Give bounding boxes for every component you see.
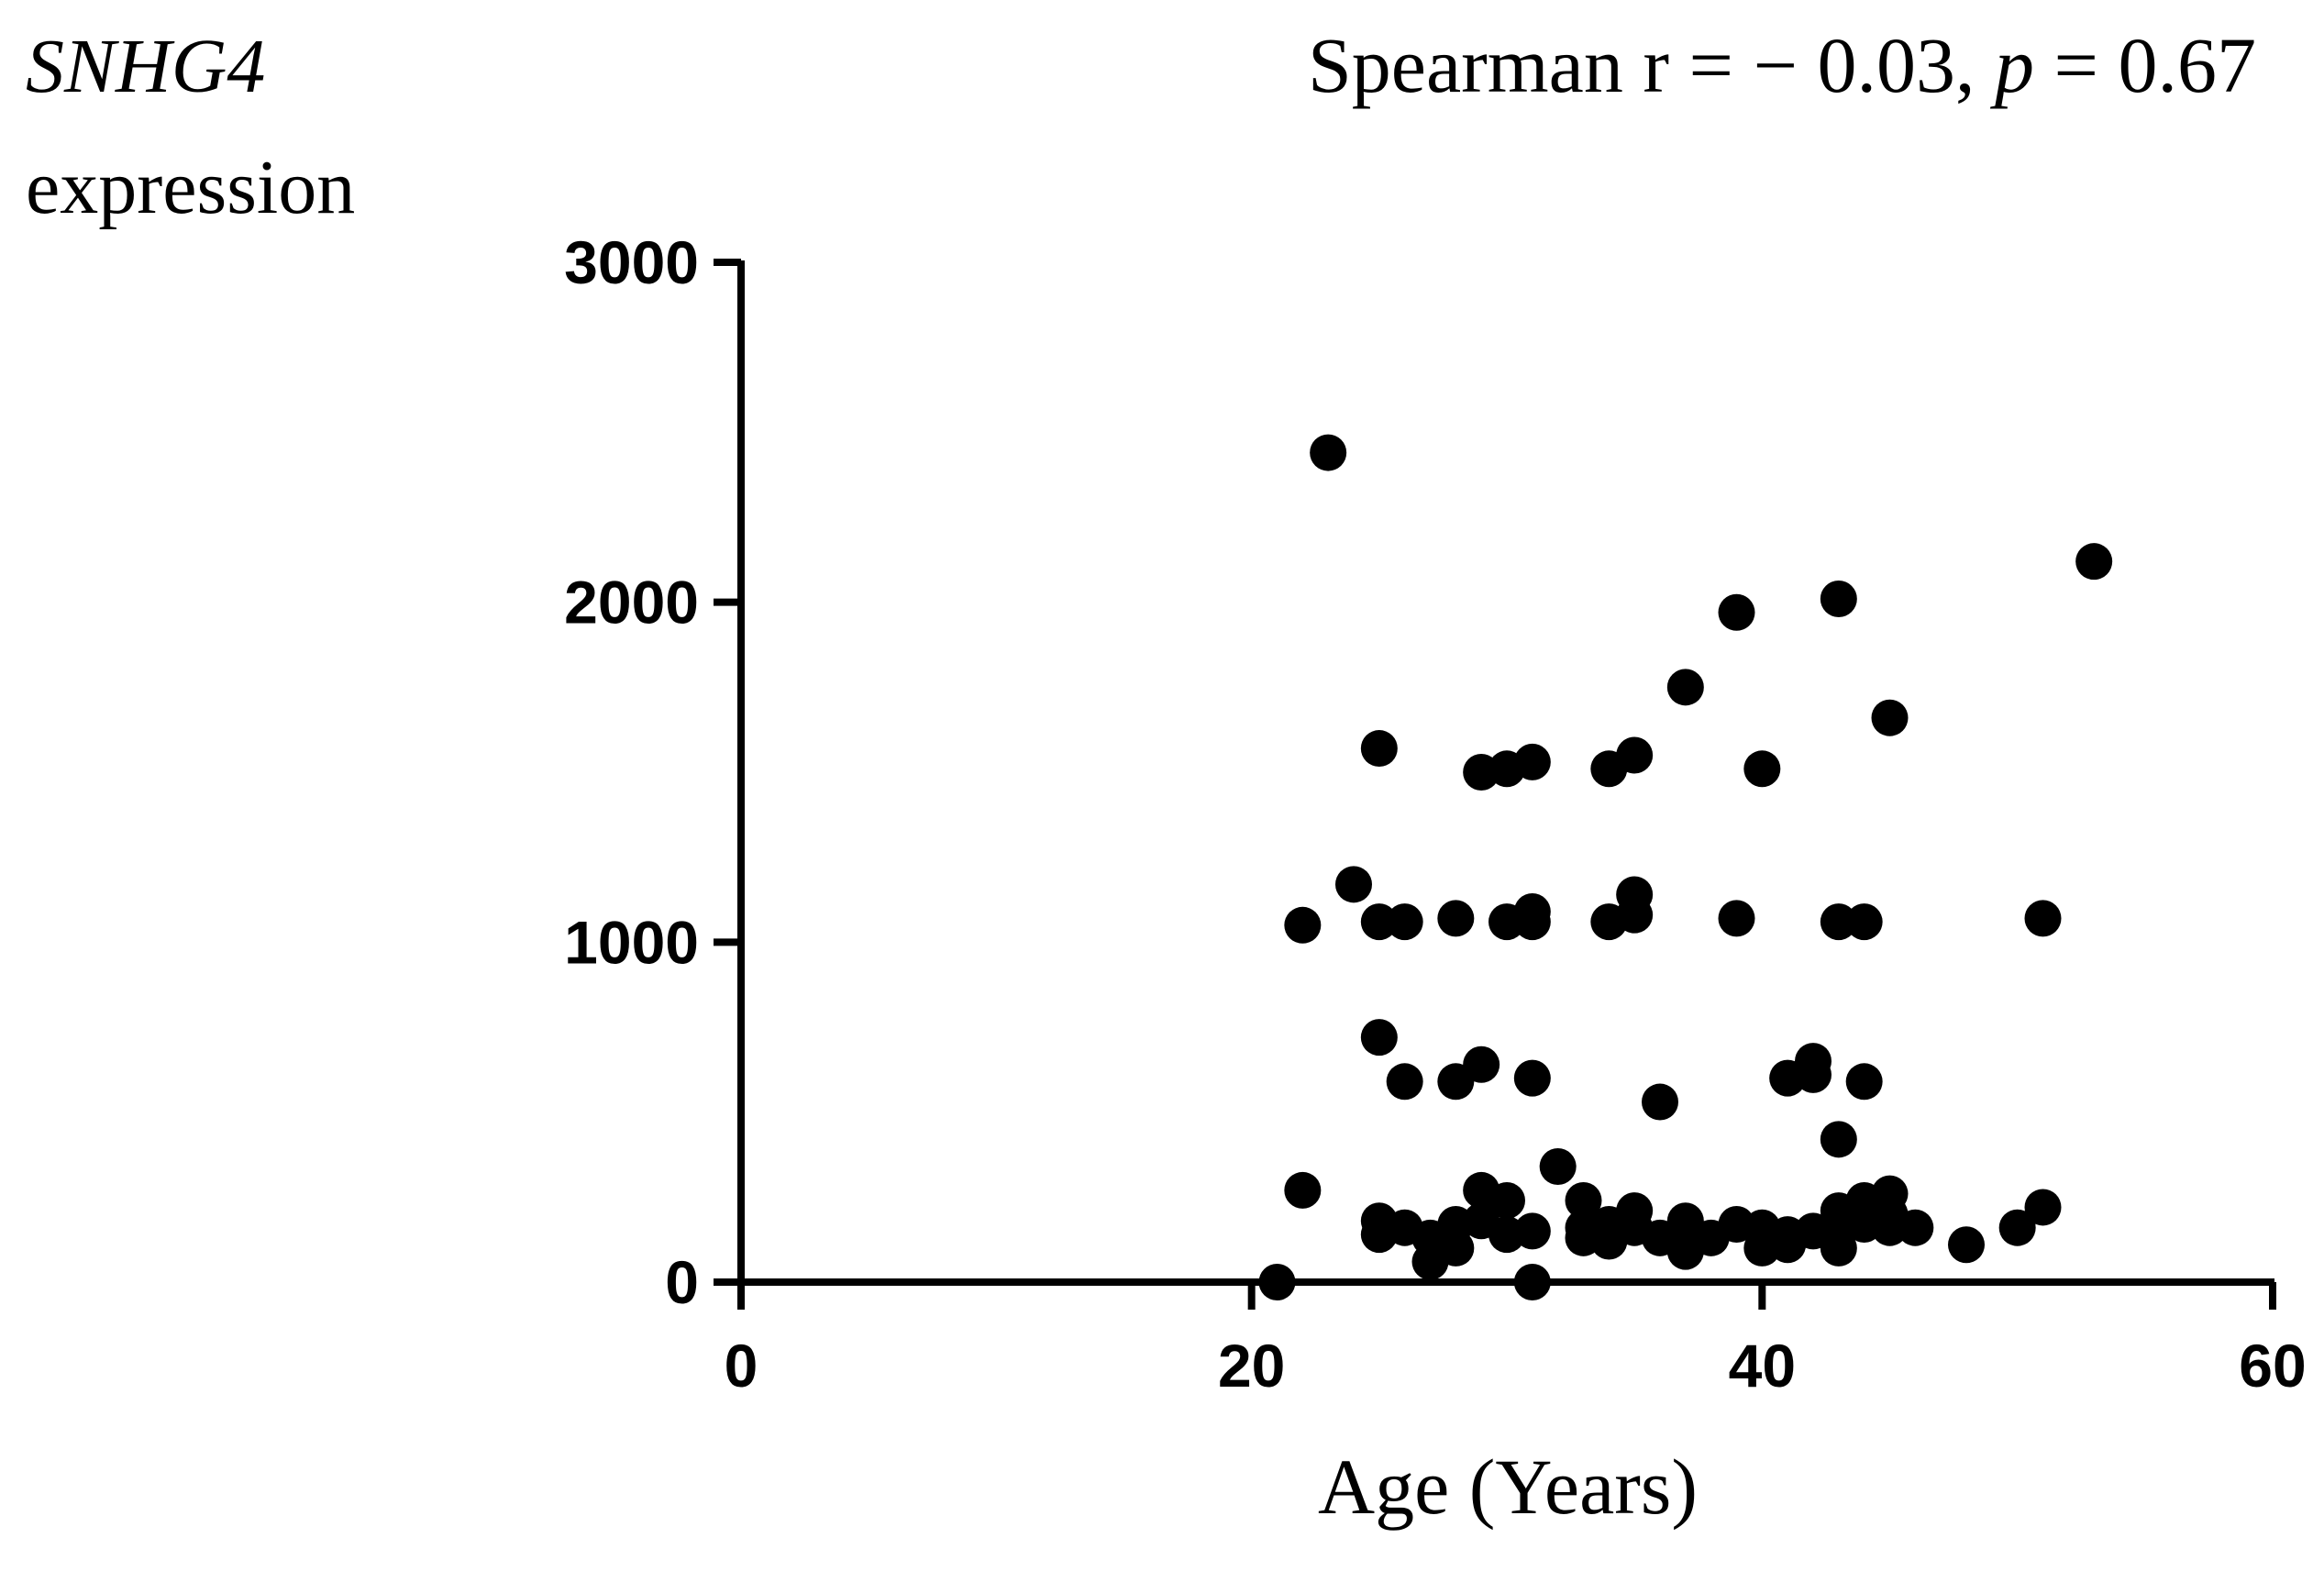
data-point-81 (1998, 1209, 2036, 1246)
data-point-63 (1795, 1056, 1832, 1093)
data-point-54 (1718, 900, 1755, 937)
data-point-2 (1284, 1171, 1322, 1209)
x-tick-label: 60 (2239, 1332, 2306, 1399)
data-point-83 (2024, 1189, 2062, 1226)
data-point-6 (1360, 903, 1398, 941)
data-point-66 (1820, 903, 1857, 941)
data-point-84 (2075, 543, 2113, 581)
annotation-p-label: p (1989, 21, 2034, 109)
data-point-80 (1948, 1226, 1985, 1264)
y-tick-label: 3000 (564, 228, 699, 296)
data-point-20 (1463, 1045, 1500, 1083)
data-point-15 (1437, 900, 1475, 937)
x-tick-label: 20 (1218, 1332, 1285, 1399)
data-points (1258, 434, 2113, 1300)
y-tick-label: 0 (665, 1248, 699, 1316)
x-axis-label: Age (Years) (1318, 1443, 1698, 1531)
annotation-p-value: = 0.67 (2034, 21, 2256, 109)
data-point-0 (1258, 1264, 1296, 1300)
data-point-7 (1360, 1019, 1398, 1057)
data-point-65 (1820, 580, 1857, 617)
data-point-67 (1820, 1121, 1857, 1158)
data-point-25 (1488, 1182, 1525, 1220)
data-point-29 (1513, 903, 1551, 941)
y-tick-label: 1000 (564, 908, 699, 976)
annotation-prefix: Spearman r = (1308, 21, 1754, 109)
data-point-4 (1335, 866, 1372, 903)
data-point-27 (1513, 743, 1551, 780)
x-tick-label: 0 (725, 1332, 758, 1399)
data-point-71 (1845, 903, 1883, 941)
data-point-33 (1539, 1147, 1577, 1185)
data-point-56 (1743, 750, 1781, 788)
data-point-79 (1897, 1209, 1934, 1246)
data-point-1 (1284, 906, 1322, 944)
x-axis-ticks: 0 20 40 60 (725, 1282, 2307, 1399)
annotation-r-value: 0.03, (1798, 21, 1995, 109)
data-point-82 (2024, 900, 2062, 937)
data-point-48 (1666, 669, 1704, 706)
data-point-78 (1871, 1209, 1909, 1246)
data-point-53 (1718, 593, 1755, 631)
data-point-34 (1565, 1182, 1602, 1220)
data-point-31 (1513, 1212, 1551, 1250)
data-point-72 (1845, 1063, 1883, 1101)
y-axis-label-gene: SNHG4 (26, 24, 265, 109)
data-point-3 (1310, 434, 1347, 471)
data-point-46 (1642, 1083, 1678, 1121)
data-point-10 (1386, 903, 1423, 941)
x-tick-label: 40 (1729, 1332, 1796, 1399)
data-point-18 (1437, 1229, 1475, 1267)
y-tick-label: 2000 (564, 569, 699, 636)
data-point-30 (1513, 1059, 1551, 1097)
data-point-32 (1513, 1264, 1551, 1300)
data-point-70 (1820, 1229, 1857, 1267)
y-axis-label-text: expression (26, 145, 355, 230)
data-point-5 (1360, 730, 1398, 768)
data-point-75 (1871, 699, 1909, 736)
y-axis-ticks: 0 1000 2000 3000 (564, 228, 741, 1316)
data-point-41 (1616, 736, 1654, 774)
annotation-minus: − (1753, 21, 1798, 109)
data-point-43 (1616, 896, 1654, 934)
data-point-11 (1386, 1063, 1423, 1101)
correlation-annotation: Spearman r = − 0.03, p = 0.67 (1308, 21, 2256, 109)
